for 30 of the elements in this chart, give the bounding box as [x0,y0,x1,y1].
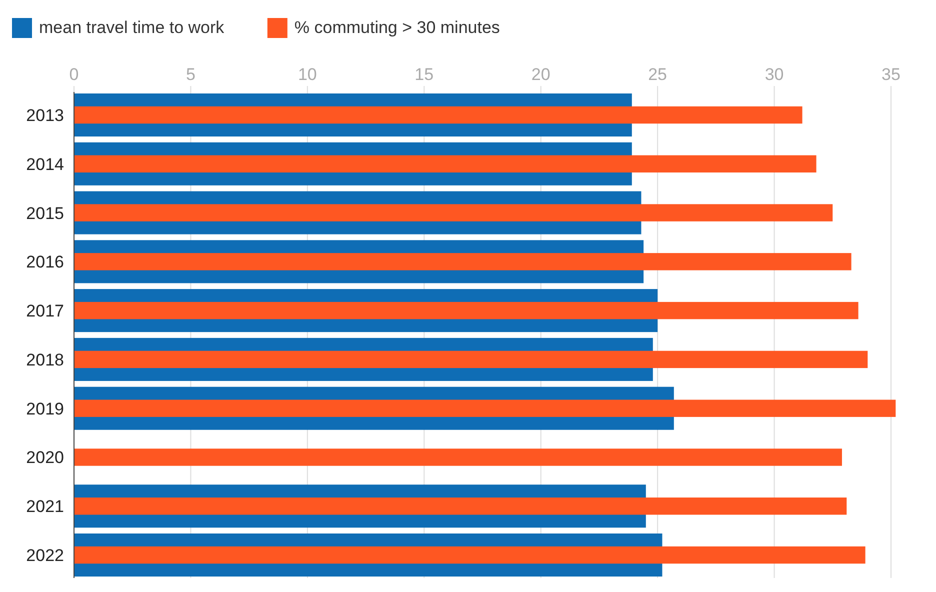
bar [74,448,842,466]
y-tick-label: 2016 [26,252,64,272]
x-tick-label: 5 [186,65,196,84]
x-tick-label: 25 [648,65,668,84]
y-tick-label: 2021 [26,497,64,516]
legend-label: mean travel time to work [39,18,225,37]
x-tick-label: 10 [298,65,317,84]
y-tick-label: 2014 [26,154,64,174]
y-tick-label: 2017 [26,302,64,321]
y-tick-label: 2019 [26,399,64,418]
bar [74,302,858,320]
y-tick-label: 2015 [26,204,64,223]
bar [74,155,816,172]
legend-label: % commuting > 30 minutes [294,18,500,37]
y-tick-label: 2013 [26,106,64,125]
bar [74,204,833,222]
x-tick-label: 0 [69,65,79,84]
y-tick-label: 2018 [26,350,64,370]
bar [74,106,802,124]
bar [74,253,852,270]
y-tick-label: 2022 [26,546,64,566]
bar [74,350,868,368]
bar [74,400,896,417]
x-tick-label: 20 [531,65,550,84]
bar [74,546,866,564]
x-tick-label: 15 [414,65,434,84]
bar [74,498,847,515]
x-tick-label: 35 [882,65,900,84]
y-tick-label: 2020 [26,448,64,468]
x-tick-label: 30 [764,65,784,84]
